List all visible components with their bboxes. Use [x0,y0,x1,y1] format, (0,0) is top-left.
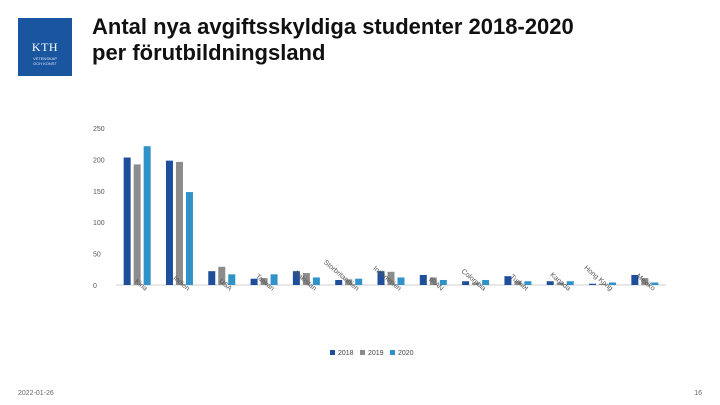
bar-2018-mexiko [631,274,639,285]
y-axis-ticks: 0 50 100 150 200 250 [93,126,105,290]
legend-label: 2020 [398,350,414,357]
x-tick-label: IRAN [427,276,444,292]
legend-swatch-2019 [360,350,365,355]
bar-2019-kina [133,164,141,285]
bar-2018-indien [165,160,173,285]
bar-2018-kanada [546,281,554,285]
legend-label: 2018 [338,350,354,357]
bar-2019-usa [218,266,226,285]
bar-2020-taiwan [270,274,278,285]
y-tick-label: 100 [93,220,105,227]
bar-2018-taiwan [250,278,258,285]
bar-2019-kanada [556,282,564,285]
legend-swatch-2018 [330,350,335,355]
y-tick-label: 50 [93,252,101,259]
kth-logo: KTH VETENSKAP OCH KONST [18,18,72,76]
bar-2018-hong-kong [589,283,597,285]
logo-sub-line1: VETENSKAP [32,56,57,61]
legend: 2018 2019 2020 [330,350,414,357]
logo-subtext: VETENSKAP OCH KONST [18,56,72,66]
bar-2019-indonesien [387,271,395,285]
bar-2020-colombia [482,279,490,285]
page-number: 16 [694,390,702,397]
bar-2020-usa [228,274,236,285]
bar-2018-colombia [462,281,470,285]
y-tick-label: 0 [93,283,97,290]
legend-swatch-2020 [390,350,395,355]
bar-2019-iran [429,277,437,285]
bar-2020-kanada [566,281,574,285]
bar-2018-storbritannien [335,279,343,285]
bar-2018-turkiet [504,276,512,285]
bar-2020-indonesien [397,277,405,285]
bar-2018-indonesien [377,271,385,285]
bar-2018-usa [208,271,216,285]
bar-2019-hong-kong [599,283,607,285]
x-tick-label: Hong Kong [582,265,613,293]
bar-2020-turkiet [524,281,532,285]
title-line-1: Antal nya avgiftsskyldiga studenter 2018… [92,14,574,39]
bar-2019-colombia [472,282,480,285]
bar-2019-turkiet [514,281,522,285]
bar-2019-mexiko [641,278,649,285]
bar-2019-storbritannien [345,279,353,285]
bar-2020-indien [185,192,193,285]
bar-2020-mexiko [651,282,659,285]
y-tick-label: 200 [93,157,105,164]
bars [123,146,659,285]
title-line-2: per förutbildningsland [92,40,326,65]
footer-date: 2022-01-26 [18,390,54,397]
y-tick-label: 150 [93,189,105,196]
bar-2020-iran [439,279,447,285]
bar-2019-taiwan [260,278,268,285]
bar-2019-indien [175,161,183,285]
legend-label: 2019 [368,350,384,357]
logo-text: KTH [31,40,59,54]
bar-2018-iran [419,274,427,285]
logo-sub-line2: OCH KONST [33,61,57,66]
bar-2018-pakistan [292,271,300,285]
bar-2019-pakistan [302,273,310,285]
bar-2018-kina [123,157,131,285]
y-tick-label: 250 [93,126,105,133]
bar-2020-hong-kong [609,282,617,285]
bar-2020-kina [143,146,151,285]
page-title: Antal nya avgiftsskyldiga studenter 2018… [92,14,692,66]
bar-2020-storbritannien [355,278,363,285]
x-tick-label: Storbritannien [322,259,360,292]
bar-2020-pakistan [312,277,320,285]
